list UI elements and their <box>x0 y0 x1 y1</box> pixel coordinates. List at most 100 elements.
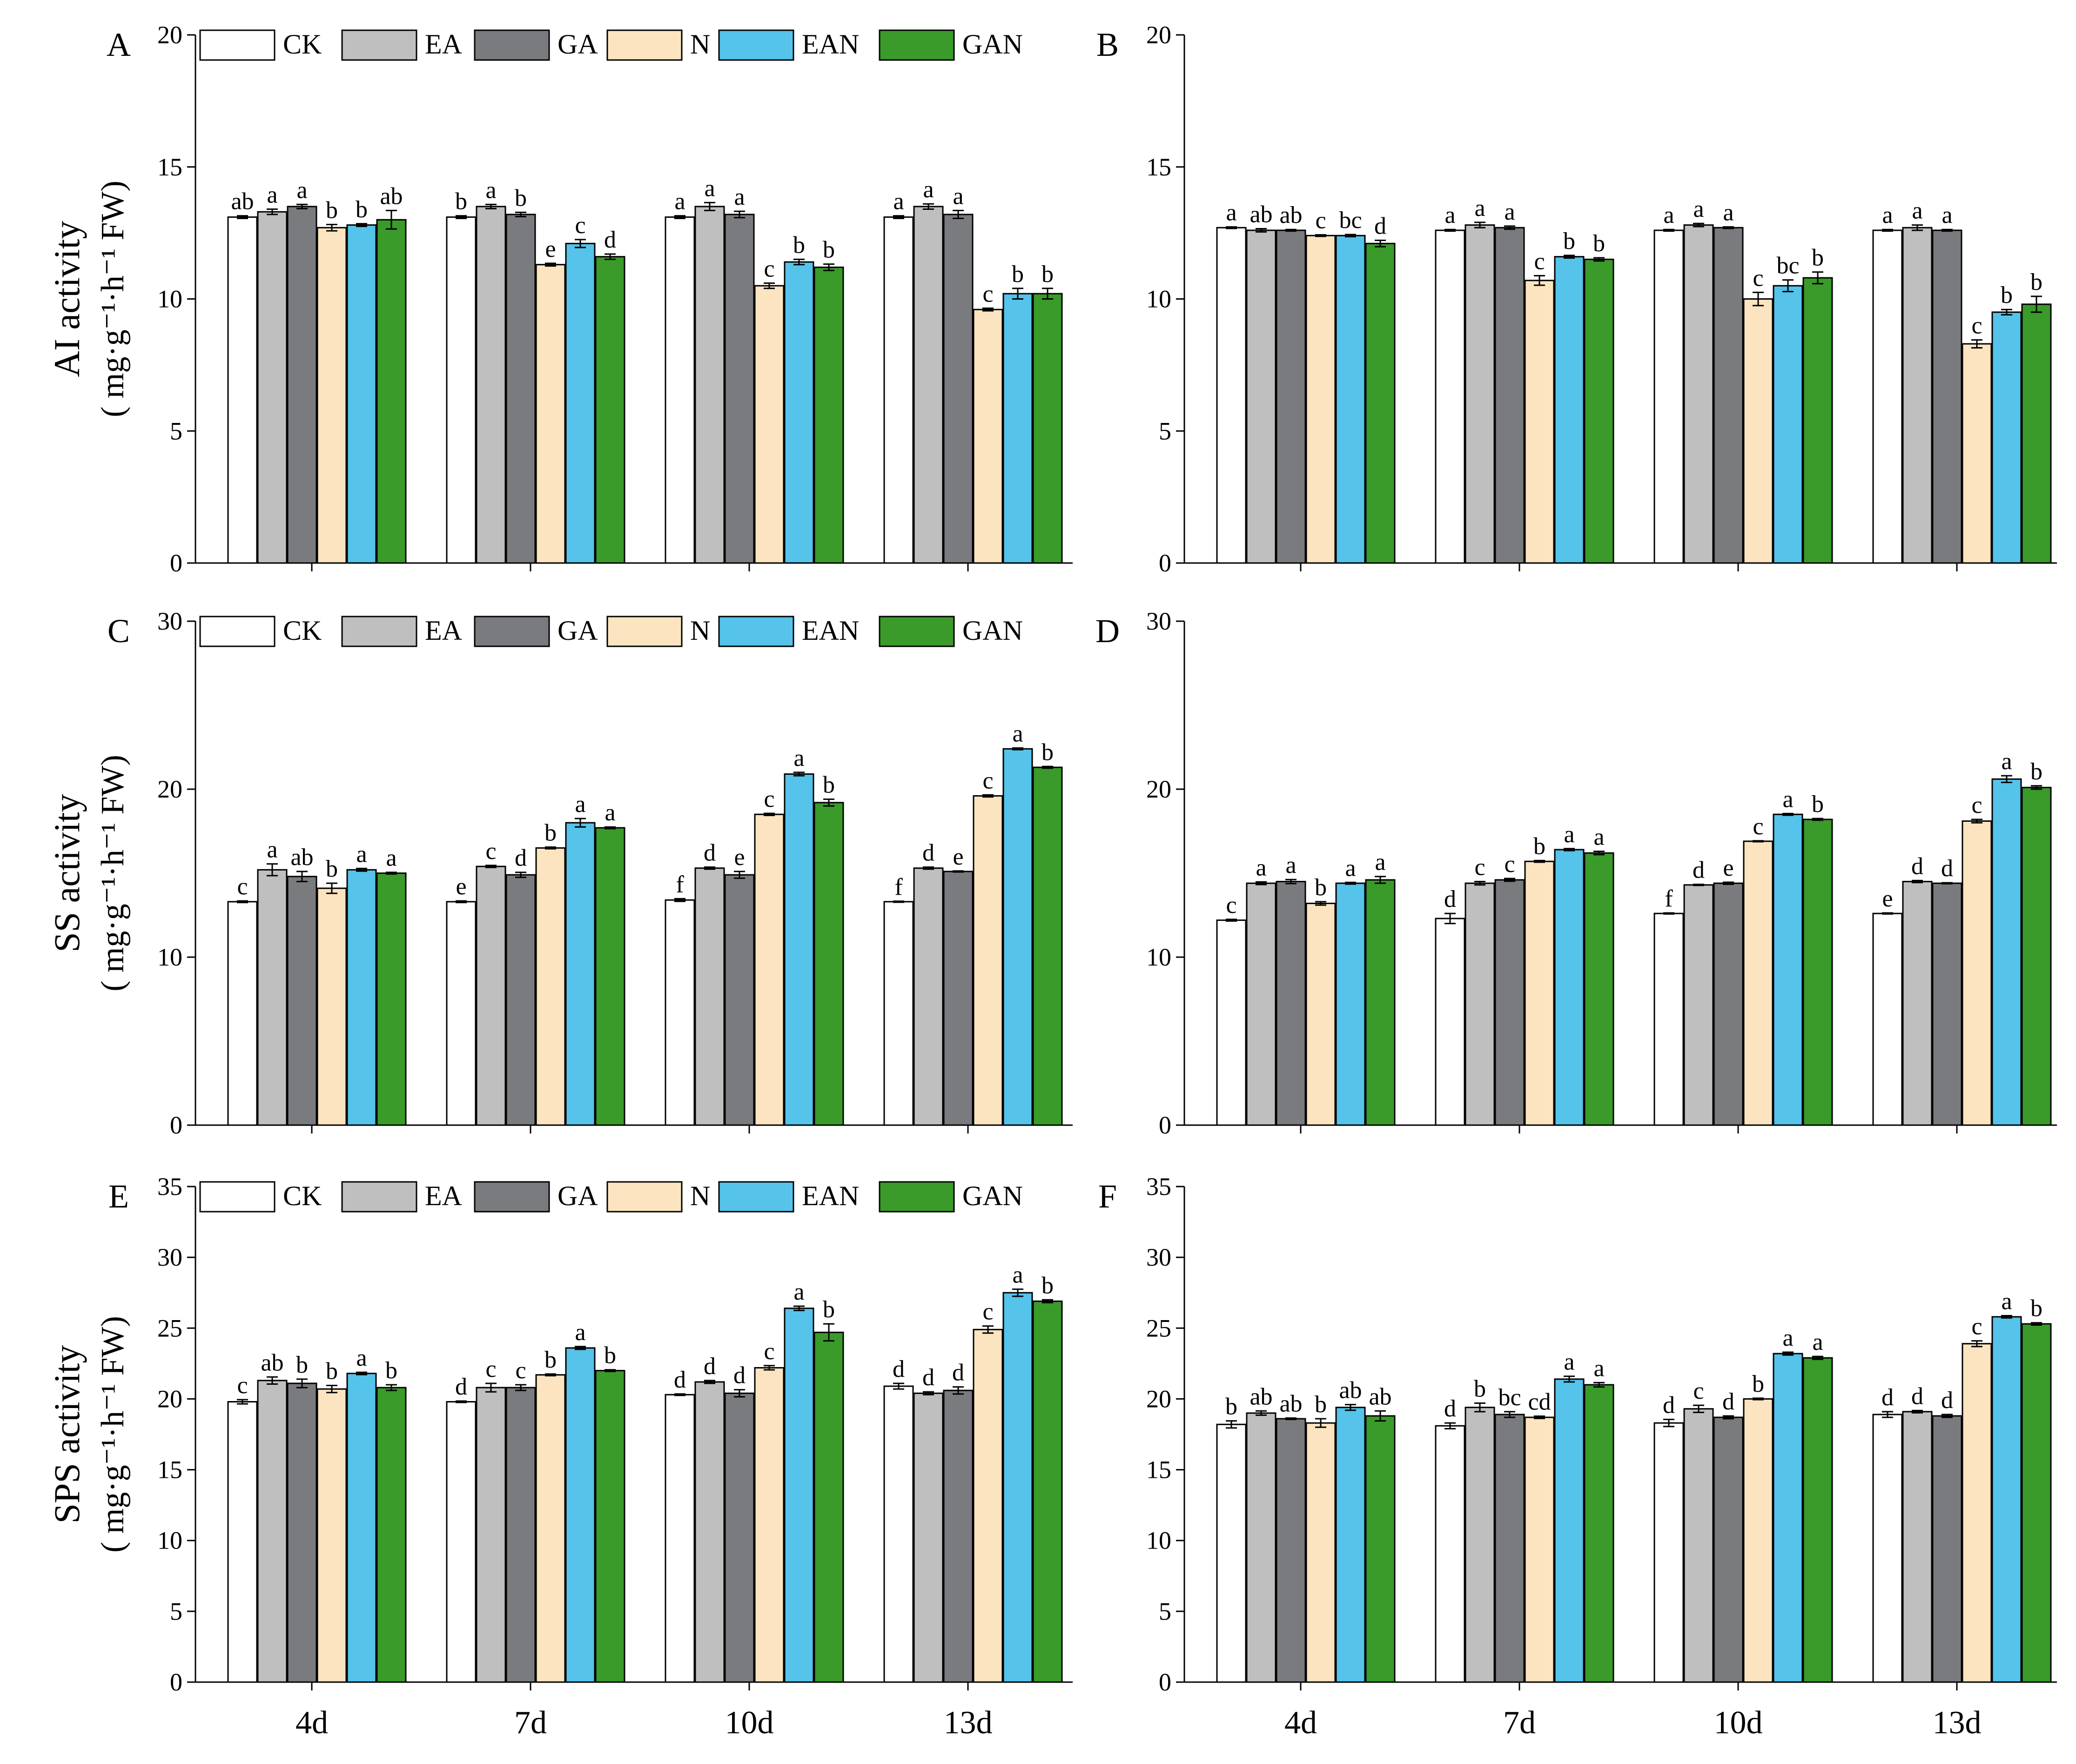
bar-gan <box>595 827 625 1126</box>
bar-ea <box>257 211 288 564</box>
bar-ean <box>1002 748 1033 1126</box>
significance-letter: a <box>1375 849 1385 876</box>
significance-letter: a <box>356 1345 367 1371</box>
legend-label-gan: GAN <box>962 29 1023 60</box>
bar-ga <box>1276 229 1306 564</box>
significance-letter: a <box>1444 202 1455 228</box>
significance-letter: f <box>1665 885 1673 912</box>
bar-ga <box>505 1387 536 1683</box>
significance-letter: a <box>923 176 934 203</box>
significance-letter: b <box>326 1358 338 1385</box>
y-tick-label: 20 <box>157 1385 182 1413</box>
significance-letter: c <box>764 255 774 282</box>
significance-letter: a <box>1723 200 1733 226</box>
legend-swatch-ea <box>341 1181 417 1213</box>
significance-letter: a <box>386 845 396 872</box>
significance-letter: d <box>1722 1388 1734 1415</box>
bar-ga <box>943 1389 974 1683</box>
significance-letter: c <box>1753 813 1763 840</box>
y-tick-label: 20 <box>1146 21 1171 49</box>
bar-ga <box>505 874 536 1126</box>
legend-swatch-gan <box>879 616 955 647</box>
bar-gan <box>1365 1415 1396 1683</box>
legend-label-ean: EAN <box>802 1180 859 1211</box>
y-tick-label: 5 <box>1159 417 1171 445</box>
bar-gan <box>1365 879 1396 1126</box>
bar-ean <box>1554 849 1585 1126</box>
bar-gan <box>376 1387 407 1683</box>
bar-n <box>1524 1416 1555 1683</box>
legend-swatch-ck <box>199 616 275 647</box>
y-tick-label: 10 <box>1146 285 1171 313</box>
significance-letter: a <box>1942 202 1952 228</box>
significance-letter: a <box>1504 199 1515 225</box>
legend-label-ga: GA <box>558 29 598 60</box>
significance-letter: c <box>982 767 993 794</box>
significance-letter: b <box>455 188 467 215</box>
significance-letter: a <box>1882 202 1893 228</box>
significance-letter: c <box>575 212 585 239</box>
significance-letter: b <box>823 1296 835 1323</box>
significance-letter: b <box>1012 261 1024 288</box>
legend-label-n: N <box>690 615 710 646</box>
bar-ga <box>1932 882 1962 1126</box>
significance-letter: cd <box>1528 1389 1551 1415</box>
legend-swatch-ga <box>474 616 550 647</box>
panel-letter: B <box>1096 26 1119 63</box>
y-tick-label: 10 <box>157 285 182 313</box>
bar-n <box>535 847 566 1126</box>
bar-n <box>973 1328 1003 1683</box>
significance-letter: b <box>1041 1272 1054 1299</box>
x-tick-label: 4d <box>296 1705 328 1741</box>
bar-ean <box>1991 1316 2022 1683</box>
bar-ean <box>784 773 814 1126</box>
bar-gan <box>1802 818 1833 1126</box>
significance-letter: b <box>823 772 835 798</box>
bar-ck <box>1872 1414 1903 1683</box>
significance-letter: c <box>237 1372 248 1399</box>
bar-n <box>1305 1422 1336 1683</box>
bar-ga <box>724 1392 755 1683</box>
significance-letter: c <box>237 873 248 900</box>
significance-letter: a <box>1564 821 1574 848</box>
y-tick-label: 0 <box>170 1668 182 1696</box>
bar-ck <box>665 899 695 1126</box>
y-tick-label: 25 <box>1146 1314 1171 1342</box>
significance-letter: a <box>1012 721 1023 747</box>
legend: CK EA GA N EAN GAN <box>199 29 1023 61</box>
legend-label-gan: GAN <box>962 1180 1023 1211</box>
significance-letter: a <box>893 188 904 215</box>
significance-letter: b <box>1533 833 1545 859</box>
bar-n <box>1962 1343 1992 1683</box>
bar-ea <box>913 1392 944 1683</box>
bar-ean <box>346 869 377 1126</box>
bar-ck <box>1435 918 1465 1126</box>
y-tick-label: 5 <box>170 1597 182 1625</box>
significance-letter: d <box>515 845 527 872</box>
significance-letter: a <box>1012 1262 1023 1288</box>
significance-letter: e <box>456 873 466 900</box>
x-tick-label: 13d <box>1933 1705 1982 1741</box>
legend-label-n: N <box>690 29 710 60</box>
significance-letter: ab <box>1250 201 1272 228</box>
bar-ea <box>1902 881 1933 1126</box>
bar-ck <box>1872 229 1903 564</box>
bar-ea <box>1465 882 1495 1126</box>
significance-letter: a <box>1285 852 1296 879</box>
bar-ck <box>1216 1423 1247 1683</box>
bar-gan <box>595 256 625 564</box>
significance-letter: d <box>1444 1395 1456 1422</box>
bar-ean <box>784 261 814 564</box>
y-tick-label: 0 <box>1159 1111 1171 1139</box>
legend-swatch-ck <box>199 1181 275 1213</box>
bar-ean <box>346 1373 377 1683</box>
significance-letter: b <box>1752 1371 1764 1397</box>
significance-letter: a <box>1226 200 1236 226</box>
significance-letter: d <box>704 840 716 866</box>
y-tick-label: 5 <box>1159 1597 1171 1625</box>
significance-letter: c <box>764 786 774 812</box>
